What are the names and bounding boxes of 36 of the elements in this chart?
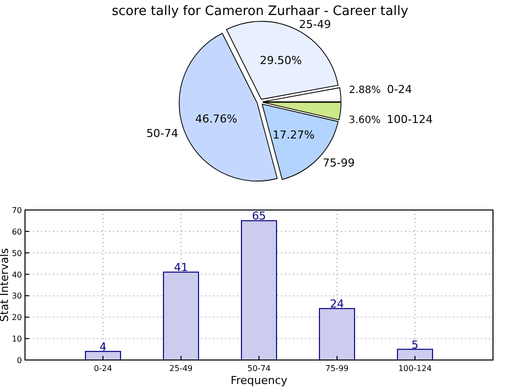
data-label: 29.50% xyxy=(260,54,302,68)
data-label: 5 xyxy=(412,338,418,352)
slice-label: 25-49 xyxy=(299,18,331,31)
data-label: 65 xyxy=(252,210,266,223)
slice-label: 50-74 xyxy=(146,126,178,140)
y-tick-label: 60 xyxy=(12,227,22,236)
bar xyxy=(396,348,434,360)
x-tick-label: 75-99 xyxy=(325,364,349,373)
x-tick-label: 0-24 xyxy=(94,364,112,373)
x-tick-label: 25-49 xyxy=(169,364,193,373)
y-tick-label: 50 xyxy=(12,248,22,258)
y-tick-label: 0 xyxy=(16,356,22,365)
y-axis-title: Stat Intervals xyxy=(0,248,11,322)
data-label: 4 xyxy=(100,340,106,354)
x-tick-label: 100-124 xyxy=(398,364,432,373)
data-label: 41 xyxy=(174,261,188,274)
data-label: 46.76% xyxy=(195,112,238,126)
bar xyxy=(318,308,356,360)
bar xyxy=(240,220,278,360)
chart-title: score tally for Cameron Zurhaar - Career tally xyxy=(112,4,409,19)
slice-label: 0-24 xyxy=(387,83,412,96)
bar xyxy=(162,272,200,360)
x-tick-label: 50-74 xyxy=(247,364,271,373)
y-tick-label: 10 xyxy=(12,334,22,344)
y-tick-label: 40 xyxy=(12,270,22,280)
data-label: 2.88% xyxy=(349,85,381,96)
data-label: 3.60% xyxy=(348,114,381,126)
bar xyxy=(84,350,122,360)
y-tick-label: 30 xyxy=(12,292,22,301)
data-label: 24 xyxy=(330,298,344,311)
x-axis-title: Frequency xyxy=(230,374,288,387)
slice-label: 75-99 xyxy=(322,156,355,170)
slice-label: 100-124 xyxy=(386,112,433,126)
y-tick-label: 20 xyxy=(12,313,22,322)
y-tick-label: 70 xyxy=(12,206,22,215)
data-label: 17.27% xyxy=(272,128,315,142)
